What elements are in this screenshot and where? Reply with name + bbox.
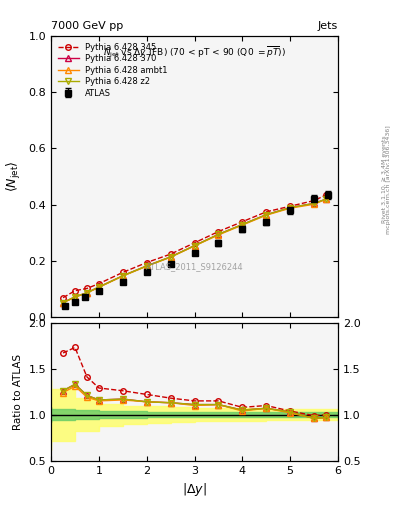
Pythia 6.428 z2 (168, 254, 173, 260)
Pythia 6.428 345 (264, 209, 269, 215)
Pythia 6.428 370 (264, 211, 269, 218)
Pythia 6.428 345 (324, 192, 329, 198)
Pythia 6.428 z2 (120, 273, 125, 279)
Pythia 6.428 z2 (312, 200, 316, 206)
Pythia 6.428 370 (288, 204, 292, 211)
Pythia 6.428 370 (120, 273, 125, 279)
Pythia 6.428 370 (97, 284, 101, 290)
Pythia 6.428 370 (312, 200, 316, 206)
Pythia 6.428 370 (73, 294, 77, 300)
Pythia 6.428 345 (61, 295, 65, 301)
Pythia 6.428 345 (240, 219, 245, 225)
Pythia 6.428 z2 (216, 231, 221, 238)
Pythia 6.428 345 (120, 269, 125, 275)
Pythia 6.428 370 (240, 221, 245, 227)
Pythia 6.428 ambt1 (240, 222, 245, 228)
Text: mcplots.cern.ch [arXiv:1306.3436]: mcplots.cern.ch [arXiv:1306.3436] (386, 125, 391, 233)
Y-axis label: Ratio to ATLAS: Ratio to ATLAS (13, 354, 23, 430)
Pythia 6.428 345 (288, 203, 292, 209)
Pythia 6.428 345 (73, 288, 77, 294)
Pythia 6.428 z2 (324, 196, 329, 202)
Y-axis label: $\langle N_\mathrm{jet} \rangle$: $\langle N_\mathrm{jet} \rangle$ (5, 161, 23, 193)
Pythia 6.428 ambt1 (120, 273, 125, 279)
Pythia 6.428 345 (216, 228, 221, 234)
Pythia 6.428 z2 (73, 294, 77, 300)
Pythia 6.428 z2 (144, 263, 149, 269)
Pythia 6.428 370 (144, 263, 149, 269)
Pythia 6.428 ambt1 (144, 263, 149, 269)
Pythia 6.428 ambt1 (324, 196, 329, 202)
Pythia 6.428 ambt1 (61, 300, 65, 306)
Pythia 6.428 ambt1 (288, 205, 292, 211)
Pythia 6.428 z2 (288, 204, 292, 211)
Line: Pythia 6.428 ambt1: Pythia 6.428 ambt1 (60, 197, 329, 306)
X-axis label: $|\Delta y|$: $|\Delta y|$ (182, 481, 207, 498)
Pythia 6.428 ambt1 (264, 212, 269, 218)
Line: Pythia 6.428 370: Pythia 6.428 370 (60, 197, 329, 305)
Pythia 6.428 z2 (264, 211, 269, 218)
Pythia 6.428 ambt1 (192, 243, 197, 249)
Pythia 6.428 345 (312, 198, 316, 204)
Pythia 6.428 z2 (192, 243, 197, 249)
Line: Pythia 6.428 z2: Pythia 6.428 z2 (60, 197, 329, 305)
Pythia 6.428 ambt1 (312, 201, 316, 207)
Pythia 6.428 370 (168, 254, 173, 260)
Pythia 6.428 345 (192, 240, 197, 246)
Pythia 6.428 z2 (61, 300, 65, 306)
Pythia 6.428 ambt1 (73, 294, 77, 300)
Pythia 6.428 370 (192, 243, 197, 249)
Text: 7000 GeV pp: 7000 GeV pp (51, 20, 123, 31)
Pythia 6.428 370 (324, 196, 329, 202)
Text: Jets: Jets (318, 20, 338, 31)
Line: Pythia 6.428 345: Pythia 6.428 345 (60, 192, 329, 301)
Pythia 6.428 370 (84, 290, 89, 296)
Pythia 6.428 z2 (240, 221, 245, 227)
Pythia 6.428 ambt1 (97, 284, 101, 290)
Pythia 6.428 345 (168, 251, 173, 257)
Pythia 6.428 ambt1 (216, 232, 221, 238)
Pythia 6.428 370 (216, 231, 221, 238)
Pythia 6.428 345 (84, 285, 89, 291)
Pythia 6.428 ambt1 (84, 290, 89, 296)
Pythia 6.428 z2 (84, 290, 89, 296)
Pythia 6.428 ambt1 (168, 254, 173, 260)
Text: ATLAS_2011_S9126244: ATLAS_2011_S9126244 (146, 262, 243, 271)
Pythia 6.428 z2 (97, 284, 101, 290)
Pythia 6.428 345 (97, 281, 101, 287)
Text: $N_\mathrm{jet}$ vs $\Delta y$ (FB) (70 < pT < 90 (Q0 $=\overline{pT}$)): $N_\mathrm{jet}$ vs $\Delta y$ (FB) (70 … (103, 45, 286, 59)
Text: Rivet 3.1.10, ≥ 3.4M events: Rivet 3.1.10, ≥ 3.4M events (382, 135, 387, 223)
Pythia 6.428 345 (144, 260, 149, 266)
Legend: Pythia 6.428 345, Pythia 6.428 370, Pythia 6.428 ambt1, Pythia 6.428 z2, ATLAS: Pythia 6.428 345, Pythia 6.428 370, Pyth… (55, 40, 170, 100)
Pythia 6.428 370 (61, 300, 65, 306)
